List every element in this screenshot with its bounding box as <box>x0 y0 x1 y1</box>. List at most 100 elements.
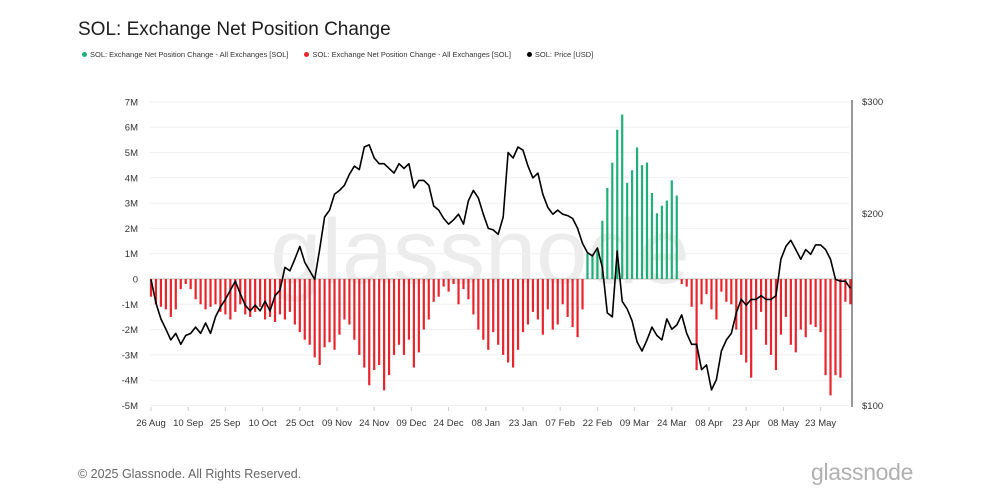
bar-negative <box>363 279 366 368</box>
bar-negative <box>313 279 316 358</box>
x-tick-label: 22 Feb <box>583 418 613 429</box>
bar-negative <box>179 279 182 290</box>
legend-item-inflow[interactable]: SOL: Exchange Net Position Change - All … <box>82 50 288 59</box>
bar-negative <box>199 279 202 305</box>
bar-negative <box>154 279 158 305</box>
bar-negative <box>536 279 539 320</box>
bar-negative <box>427 279 430 320</box>
bar-negative <box>755 279 758 330</box>
bar-positive <box>635 147 639 279</box>
bar-negative <box>397 279 401 345</box>
bar-negative <box>730 279 733 305</box>
bar-positive <box>591 256 594 279</box>
bar-negative <box>700 279 703 305</box>
bar-negative <box>502 279 505 355</box>
glassnode-logo: glassnode <box>811 459 914 485</box>
bar-negative <box>521 279 525 333</box>
bar-negative <box>487 279 490 350</box>
bar-negative <box>308 279 311 345</box>
bar-negative <box>735 279 738 330</box>
bar-negative <box>680 279 683 285</box>
bar-negative <box>784 279 787 317</box>
x-tick-label: 09 Nov <box>322 418 352 429</box>
bar-negative <box>392 279 396 355</box>
bar-negative <box>343 279 346 320</box>
bar-negative <box>779 279 783 335</box>
bar-negative <box>303 279 306 340</box>
y-left-tick-label: 3M <box>125 199 138 210</box>
bar-negative <box>323 279 326 348</box>
bar-negative <box>293 279 296 325</box>
legend-dot-green <box>82 52 87 57</box>
bar-negative <box>511 279 515 368</box>
bar-negative <box>814 279 817 328</box>
bar-negative <box>492 279 495 333</box>
bar-negative <box>214 279 217 305</box>
legend-dot-red <box>304 52 310 57</box>
x-tick-label: 10 Sep <box>173 418 203 429</box>
bar-negative <box>571 279 574 328</box>
chart-title: SOL: Exchange Net Position Change <box>78 19 391 40</box>
bar-positive <box>645 162 649 279</box>
bar-negative <box>497 279 500 345</box>
bar-negative <box>839 279 842 378</box>
bar-negative <box>546 279 549 310</box>
bar-negative <box>159 279 163 307</box>
bar-negative <box>819 279 822 333</box>
bar-negative <box>794 279 797 353</box>
legend-label: SOL: Exchange Net Position Change - All … <box>312 50 511 59</box>
y-right-tick-label: $200 <box>862 209 883 220</box>
bar-negative <box>541 279 544 335</box>
bar-negative <box>750 279 753 378</box>
legend-item-price[interactable]: SOL: Price [USD] <box>526 50 593 59</box>
bar-negative <box>482 279 485 340</box>
x-tick-label: 25 Oct <box>286 418 314 429</box>
y-left-tick-label: -5M <box>122 401 138 412</box>
bar-negative <box>769 279 773 355</box>
bar-positive <box>631 170 634 279</box>
bar-negative <box>789 279 792 345</box>
bar-negative <box>695 279 698 371</box>
bar-positive <box>616 129 619 279</box>
bar-negative <box>219 279 222 312</box>
bar-negative <box>204 279 207 310</box>
x-tick-label: 26 Aug <box>136 418 166 429</box>
bar-negative <box>799 279 802 330</box>
bar-negative <box>829 279 832 396</box>
bar-negative <box>273 279 277 323</box>
bar-negative <box>383 279 386 391</box>
y-left-tick-label: 2M <box>125 224 138 235</box>
copyright-footer: © 2025 Glassnode. All Rights Reserved. <box>78 467 302 481</box>
bar-negative <box>224 279 227 315</box>
y-left-tick-label: 5M <box>125 148 138 159</box>
bar-negative <box>194 279 197 300</box>
bar-positive <box>586 253 589 279</box>
x-tick-label: 24 Dec <box>434 418 464 429</box>
bar-negative <box>288 279 291 312</box>
x-tick-label: 24 Nov <box>359 418 389 429</box>
bar-negative <box>507 279 510 363</box>
bar-negative <box>844 279 847 302</box>
bar-negative <box>278 279 282 315</box>
bar-negative <box>804 279 807 338</box>
bar-negative <box>576 279 579 338</box>
bar-negative <box>333 279 336 350</box>
x-tick-label: 09 Mar <box>620 418 650 429</box>
x-tick-label: 08 Jan <box>472 418 501 429</box>
bar-positive <box>670 180 673 279</box>
y-left-tick-label: 7M <box>125 97 138 108</box>
y-right-tick-label: $300 <box>862 97 883 108</box>
x-tick-label: 24 Mar <box>657 418 687 429</box>
bar-negative <box>526 279 530 325</box>
bar-negative <box>402 279 406 355</box>
x-tick-label: 07 Feb <box>545 418 575 429</box>
bar-negative <box>824 279 827 376</box>
bar-positive <box>675 195 678 279</box>
bar-negative <box>462 279 465 290</box>
bar-negative <box>412 279 415 368</box>
x-tick-label: 08 May <box>768 418 799 429</box>
legend-item-outflow[interactable]: SOL: Exchange Net Position Change - All … <box>304 50 511 59</box>
y-left-tick-label: -2M <box>122 325 138 336</box>
bar-negative <box>715 279 718 320</box>
